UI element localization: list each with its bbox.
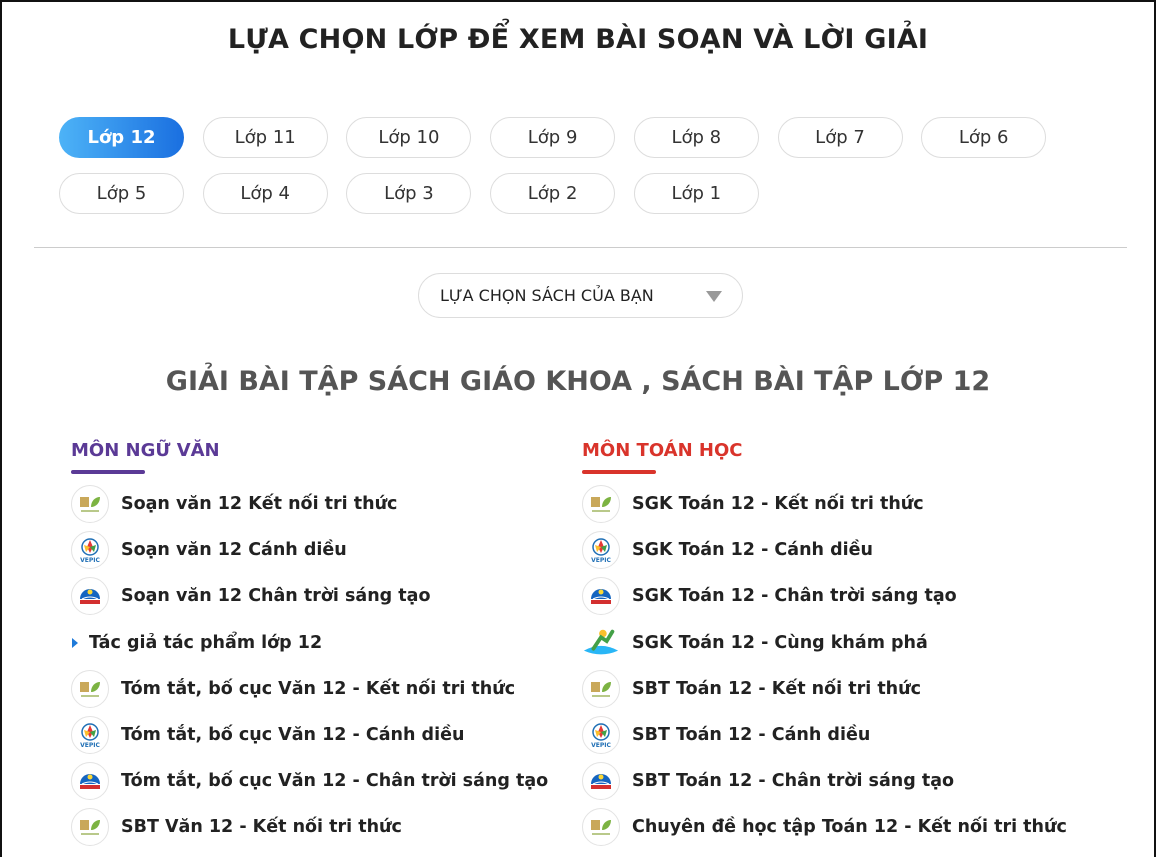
book-link-label: Chuyên đề học tập Toán 12 - Kết nối tri … [632,817,1067,838]
book-link[interactable]: SGK Toán 12 - Kết nối tri thức [582,481,1082,527]
book-link-label: SBT Toán 12 - Chân trời sáng tạo [632,771,955,792]
book-link[interactable]: SBT Toán 12 - Chân trời sáng tạo [582,758,1082,804]
svg-text:VEPIC: VEPIC [80,557,100,564]
grade-tab[interactable]: Lớp 3 [346,173,472,214]
grade-tab[interactable]: Lớp 4 [202,173,328,214]
vepic-logo-icon: VEPIC [71,716,109,755]
ctst-logo-icon [71,577,109,616]
caret-down-icon [706,291,722,302]
kntt-logo-icon [582,485,620,524]
book-link-label: Soạn văn 12 Cánh diều [121,540,347,561]
column-ngu-van: MÔN NGỮ VĂN Soạn văn 12 Kết nối tri thức… [71,440,571,851]
book-link-label: Tác giả tác phẩm lớp 12 [89,632,323,653]
grade-tab[interactable]: Lớp 8 [633,117,759,158]
column-toan-hoc: MÔN TOÁN HỌC SGK Toán 12 - Kết nối tri t… [582,440,1082,851]
subject-title: MÔN TOÁN HỌC [582,440,743,461]
grade-tab[interactable]: Lớp 7 [777,117,903,158]
ctst-logo-icon [582,762,620,801]
grade-tab[interactable]: Lớp 11 [202,117,328,158]
book-link-label: SBT Văn 12 - Kết nối tri thức [121,817,402,838]
ckp-logo-icon [582,624,620,662]
book-link[interactable]: SBT Toán 12 - Kết nối tri thức [582,666,1082,712]
kntt-logo-icon [582,669,620,708]
book-link-label: SGK Toán 12 - Chân trời sáng tạo [632,586,957,607]
triangle-bullet-icon [72,637,78,648]
book-link-label: Soạn văn 12 Kết nối tri thức [121,494,398,515]
grade-tab[interactable]: Lớp 6 [921,117,1047,158]
book-link-label: Soạn văn 12 Chân trời sáng tạo [121,586,431,607]
vepic-logo-icon: VEPIC [582,716,620,755]
subject-underline [71,470,145,474]
book-link-label: SBT Toán 12 - Cánh diều [632,725,871,746]
book-link[interactable]: VEPIC SGK Toán 12 - Cánh diều [582,527,1082,573]
svg-text:VEPIC: VEPIC [80,742,100,749]
book-link[interactable]: Chuyên đề học tập Toán 12 - Kết nối tri … [582,804,1082,850]
book-select-dropdown[interactable]: LỰA CHỌN SÁCH CỦA BẠN [418,273,743,318]
vepic-logo-icon: VEPIC [71,531,109,570]
book-link[interactable]: SGK Toán 12 - Cùng khám phá [582,620,1082,666]
book-link[interactable]: Tóm tắt, bố cục Văn 12 - Chân trời sáng … [71,758,571,804]
kntt-logo-icon [71,485,109,524]
book-link[interactable]: Tóm tắt, bố cục Văn 12 - Kết nối tri thứ… [71,666,571,712]
vepic-logo-icon: VEPIC [582,531,620,570]
kntt-logo-icon [71,808,109,847]
book-select-label: LỰA CHỌN SÁCH CỦA BẠN [440,286,654,305]
book-link[interactable]: VEPIC Tóm tắt, bố cục Văn 12 - Cánh diều [71,712,571,758]
grade-tab[interactable]: Lớp 9 [490,117,616,158]
book-link[interactable]: Soạn văn 12 Chân trời sáng tạo [71,573,571,619]
book-link[interactable]: VEPIC Soạn văn 12 Cánh diều [71,527,571,573]
page-title: LỰA CHỌN LỚP ĐỂ XEM BÀI SOẠN VÀ LỜI GIẢI [227,24,929,55]
book-link-label: Tóm tắt, bố cục Văn 12 - Chân trời sáng … [121,771,549,792]
ctst-logo-icon [582,577,620,616]
section-title: GIẢI BÀI TẬP SÁCH GIÁO KHOA , SÁCH BÀI T… [165,366,991,397]
book-link[interactable]: VEPIC SBT Toán 12 - Cánh diều [582,712,1082,758]
grade-tab[interactable]: Lớp 5 [59,173,184,214]
kntt-logo-icon [582,808,620,847]
book-link-label: Tóm tắt, bố cục Văn 12 - Cánh diều [121,725,465,746]
book-link[interactable]: SGK Toán 12 - Chân trời sáng tạo [582,573,1082,619]
book-link[interactable]: Soạn văn 12 Kết nối tri thức [71,481,571,527]
svg-text:VEPIC: VEPIC [591,742,611,749]
subject-underline [582,470,656,474]
grade-tab[interactable]: Lớp 2 [490,173,616,214]
book-link-label: Tóm tắt, bố cục Văn 12 - Kết nối tri thứ… [121,678,516,699]
book-link-label: SBT Toán 12 - Kết nối tri thức [632,678,921,699]
svg-text:VEPIC: VEPIC [591,557,611,564]
book-link[interactable]: Tác giả tác phẩm lớp 12 [71,620,571,666]
subject-title: MÔN NGỮ VĂN [71,440,220,461]
grade-tab[interactable]: Lớp 12 [59,117,184,158]
book-link-label: SGK Toán 12 - Cùng khám phá [632,632,928,653]
kntt-logo-icon [71,669,109,708]
book-link-label: SGK Toán 12 - Kết nối tri thức [632,494,924,515]
ctst-logo-icon [71,762,109,801]
book-link-label: SGK Toán 12 - Cánh diều [632,540,873,561]
grade-tab[interactable]: Lớp 1 [633,173,759,214]
book-link[interactable]: SBT Văn 12 - Kết nối tri thức [71,804,571,850]
grade-tab[interactable]: Lớp 10 [346,117,472,158]
divider [34,247,1127,248]
